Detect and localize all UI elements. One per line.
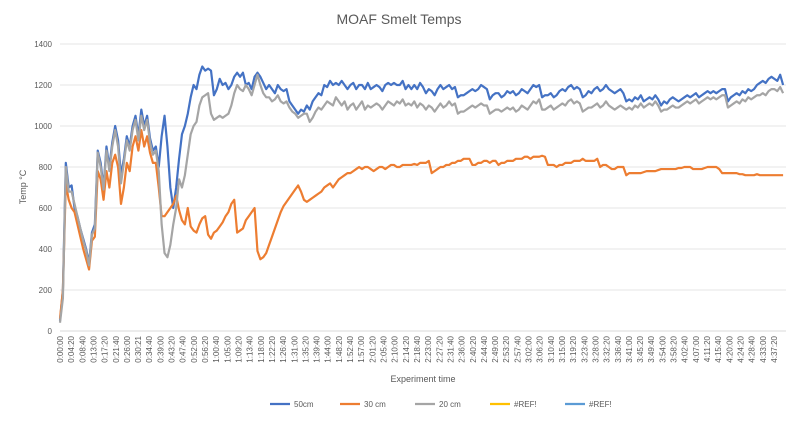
y-tick-label: 600: [39, 204, 53, 213]
x-tick-label: 2:44:40: [480, 335, 489, 362]
x-tick-label: 0:43:20: [168, 335, 177, 362]
legend-item: 30 cm: [340, 400, 386, 409]
x-tick-label: 4:15:40: [714, 335, 723, 362]
y-tick-label: 0: [48, 327, 53, 336]
legend-label: 20 cm: [439, 400, 461, 409]
x-tick-label: 3:15:00: [558, 335, 567, 362]
x-tick-label: 0:30:21: [134, 335, 143, 362]
series-line-2: [58, 73, 785, 323]
x-tick-label: 1:13:40: [246, 335, 255, 362]
x-tick-label: 3:58:20: [670, 335, 679, 362]
x-tick-label: 2:05:40: [380, 335, 389, 362]
x-tick-label: 2:27:20: [435, 335, 444, 362]
legend-item: #REF!: [490, 400, 537, 409]
x-tick-label: 0:52:00: [190, 335, 199, 362]
x-tick-label: 2:10:00: [391, 335, 400, 362]
x-tick-label: 2:40:20: [469, 335, 478, 362]
series-line-1: [58, 129, 784, 319]
x-tick-label: 1:18:00: [257, 335, 266, 362]
legend-item: #REF!: [565, 400, 612, 409]
x-tick-label: 0:21:40: [112, 335, 121, 362]
x-tick-label: 2:36:00: [458, 335, 467, 362]
x-tick-label: 3:23:40: [580, 335, 589, 362]
x-tick-label: 1:00:40: [212, 335, 221, 362]
x-tick-label: 0:56:20: [201, 335, 210, 362]
x-tick-label: 4:37:20: [770, 335, 779, 362]
y-tick-label: 1200: [34, 81, 52, 90]
x-tick-label: 3:28:00: [591, 335, 600, 362]
x-tick-label: 1:39:40: [313, 335, 322, 362]
x-tick-label: 0:00:00: [56, 335, 65, 362]
x-tick-label: 3:41:00: [625, 335, 634, 362]
x-tick-label: 0:13:00: [89, 335, 98, 362]
x-tick-label: 2:14:20: [402, 335, 411, 362]
x-tick-label: 2:18:40: [413, 335, 422, 362]
y-tick-label: 1000: [34, 122, 52, 131]
y-axis-ticks: 0 200 400 600 800 1000 1200 1400: [34, 40, 52, 336]
x-tick-label: 1:09:20: [234, 335, 243, 362]
x-tick-label: 1:57:00: [357, 335, 366, 362]
x-tick-label: 0:17:20: [101, 335, 110, 362]
x-tick-label: 2:23:00: [424, 335, 433, 362]
x-tick-label: 4:24:20: [736, 335, 745, 362]
x-tick-label: 4:20:00: [725, 335, 734, 362]
x-tick-label: 2:49:00: [491, 335, 500, 362]
y-axis-label: Temp °C: [18, 169, 28, 204]
series-line-0: [58, 65, 785, 321]
x-tick-label: 2:53:20: [502, 335, 511, 362]
x-tick-label: 0:39:00: [156, 335, 165, 362]
x-tick-label: 2:57:40: [513, 335, 522, 362]
x-tick-label: 3:06:20: [536, 335, 545, 362]
x-tick-label: 3:36:40: [614, 335, 623, 362]
y-tick-label: 800: [39, 163, 53, 172]
x-tick-label: 0:34:40: [145, 335, 154, 362]
x-tick-label: 2:01:20: [368, 335, 377, 362]
legend: 50cm 30 cm 20 cm #REF! #REF!: [270, 400, 612, 409]
legend-item: 50cm: [270, 400, 314, 409]
x-tick-label: 1:31:00: [290, 335, 299, 362]
x-tick-label: 4:11:20: [703, 335, 712, 362]
x-tick-label: 1:35:20: [301, 335, 310, 362]
y-tick-label: 200: [39, 286, 53, 295]
x-tick-label: 0:04:20: [67, 335, 76, 362]
x-tick-label: 3:32:20: [603, 335, 612, 362]
x-tick-label: 3:19:20: [569, 335, 578, 362]
x-tick-label: 4:28:40: [748, 335, 757, 362]
legend-label: 30 cm: [364, 400, 386, 409]
x-tick-label: 4:02:40: [681, 335, 690, 362]
x-tick-label: 0:47:40: [179, 335, 188, 362]
x-tick-label: 4:33:00: [759, 335, 768, 362]
x-tick-label: 1:52:40: [346, 335, 355, 362]
chart-title: MOAF Smelt Temps: [337, 11, 462, 27]
y-tick-label: 400: [39, 245, 53, 254]
series-lines: [58, 65, 785, 323]
x-axis-ticks: 0:00:00 0:04:20 0:08:40 0:13:00 0:17:20 0:21:…: [56, 335, 779, 362]
x-tick-label: 3:49:40: [647, 335, 656, 362]
x-tick-label: 3:54:00: [658, 335, 667, 362]
x-tick-label: 2:31:40: [446, 335, 455, 362]
x-tick-label: 4:07:00: [692, 335, 701, 362]
x-tick-label: 3:02:00: [525, 335, 534, 362]
x-tick-label: 1:05:00: [223, 335, 232, 362]
legend-label: #REF!: [514, 400, 537, 409]
x-axis-label: Experiment time: [390, 374, 455, 384]
x-tick-label: 1:48:20: [335, 335, 344, 362]
x-tick-label: 1:26:40: [279, 335, 288, 362]
x-tick-label: 3:45:20: [636, 335, 645, 362]
x-tick-label: 0:26:00: [123, 335, 132, 362]
gridlines: [60, 43, 786, 291]
y-tick-label: 1400: [34, 40, 52, 49]
legend-item: 20 cm: [415, 400, 461, 409]
x-tick-label: 3:10:40: [547, 335, 556, 362]
legend-label: 50cm: [294, 400, 314, 409]
x-tick-label: 1:44:00: [324, 335, 333, 362]
legend-label: #REF!: [589, 400, 612, 409]
x-tick-label: 0:08:40: [78, 335, 87, 362]
x-tick-label: 1:22:20: [268, 335, 277, 362]
